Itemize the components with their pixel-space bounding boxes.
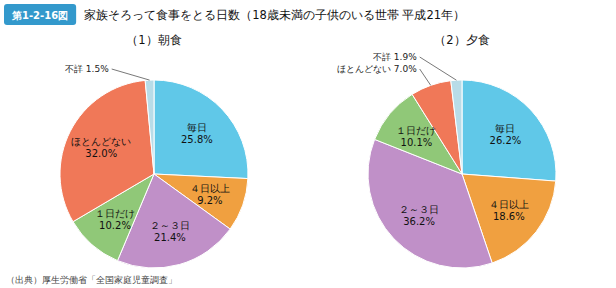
slice-value: 21.4% — [154, 232, 186, 243]
slice-category: 毎日 — [495, 123, 515, 134]
pie-slice — [60, 80, 154, 221]
slice-label: １日だけ10.2% — [95, 208, 135, 231]
subtitle: （1）朝食 — [126, 33, 181, 47]
slice-label: ２～３日36.2% — [399, 204, 439, 227]
pie-slice — [462, 80, 556, 181]
slice-label: ２～３日21.4% — [150, 220, 190, 243]
title-row: 第1-2-16図 家族そろって食事をとる日数（18歳未満の子供のいる世帯 平成21… — [4, 4, 465, 25]
pie-slice — [451, 80, 462, 174]
source: （出典）厚生労働省「全国家庭児童調査」 — [6, 275, 177, 285]
slice-value: 10.1% — [401, 137, 433, 148]
subtitle: （2）夕食 — [434, 33, 489, 47]
slice-value: 10.2% — [99, 220, 131, 231]
chart: 第1-2-16図 家族そろって食事をとる日数（18歳未満の子供のいる世帯 平成21… — [0, 0, 616, 288]
slice-label: 毎日26.2% — [490, 123, 522, 146]
title: 家族そろって食事をとる日数（18歳未満の子供のいる世帯 平成21年） — [84, 8, 465, 22]
slice-value: 1.5% — [86, 64, 109, 74]
slice-value: 1.9% — [394, 52, 417, 62]
slice-category: ほとんどない — [71, 136, 131, 147]
slice-label: ４日以上18.6% — [489, 199, 529, 222]
slice-category: ２～３日 — [150, 220, 190, 231]
slice-value: 25.8% — [181, 134, 213, 145]
leader-line — [420, 69, 431, 85]
slice-label: 不詳1.5% — [65, 64, 109, 74]
slice-category: ２～３日 — [399, 204, 439, 215]
pie: 毎日26.2% ４日以上18.6% ２～３日36.2% １日だけ10.1% ほとんどない… — [337, 52, 556, 268]
slice-category: 不詳 — [65, 64, 83, 74]
slice-category: ４日以上 — [190, 183, 230, 194]
slice-label: ほとんどない32.0% — [71, 136, 131, 159]
slice-value: 36.2% — [403, 216, 435, 227]
slice-category: ４日以上 — [489, 199, 529, 210]
pie-slice — [145, 80, 154, 174]
slice-value: 18.6% — [493, 211, 525, 222]
pie-slice — [154, 80, 248, 179]
leader-line — [420, 57, 457, 80]
slice-label: ４日以上9.2% — [190, 183, 230, 206]
pie: 毎日25.8%４日以上9.2%２～３日21.4%１日だけ10.2%ほとんどない3… — [60, 64, 248, 268]
slice-value: 26.2% — [490, 135, 522, 146]
slice-value: 9.2% — [197, 195, 222, 206]
slice-category: ほとんどない — [337, 64, 391, 74]
slice-category: 毎日 — [187, 122, 207, 133]
slice-category: １日だけ — [95, 208, 135, 219]
slice-label: 毎日25.8% — [181, 122, 213, 145]
title-box — [4, 4, 76, 25]
slice-category: 不詳 — [373, 52, 391, 62]
slice-value: 32.0% — [85, 148, 117, 159]
slice-label: ほとんどない7.0% — [337, 64, 417, 74]
slice-value: 7.0% — [394, 64, 417, 74]
slice-category: １日だけ — [396, 125, 436, 136]
slice-label: １日だけ10.1% — [396, 125, 436, 148]
title-box-label: 第1-2-16図 — [11, 10, 68, 21]
leader-line — [112, 69, 150, 80]
slice-label: 不詳1.9% — [373, 52, 417, 62]
